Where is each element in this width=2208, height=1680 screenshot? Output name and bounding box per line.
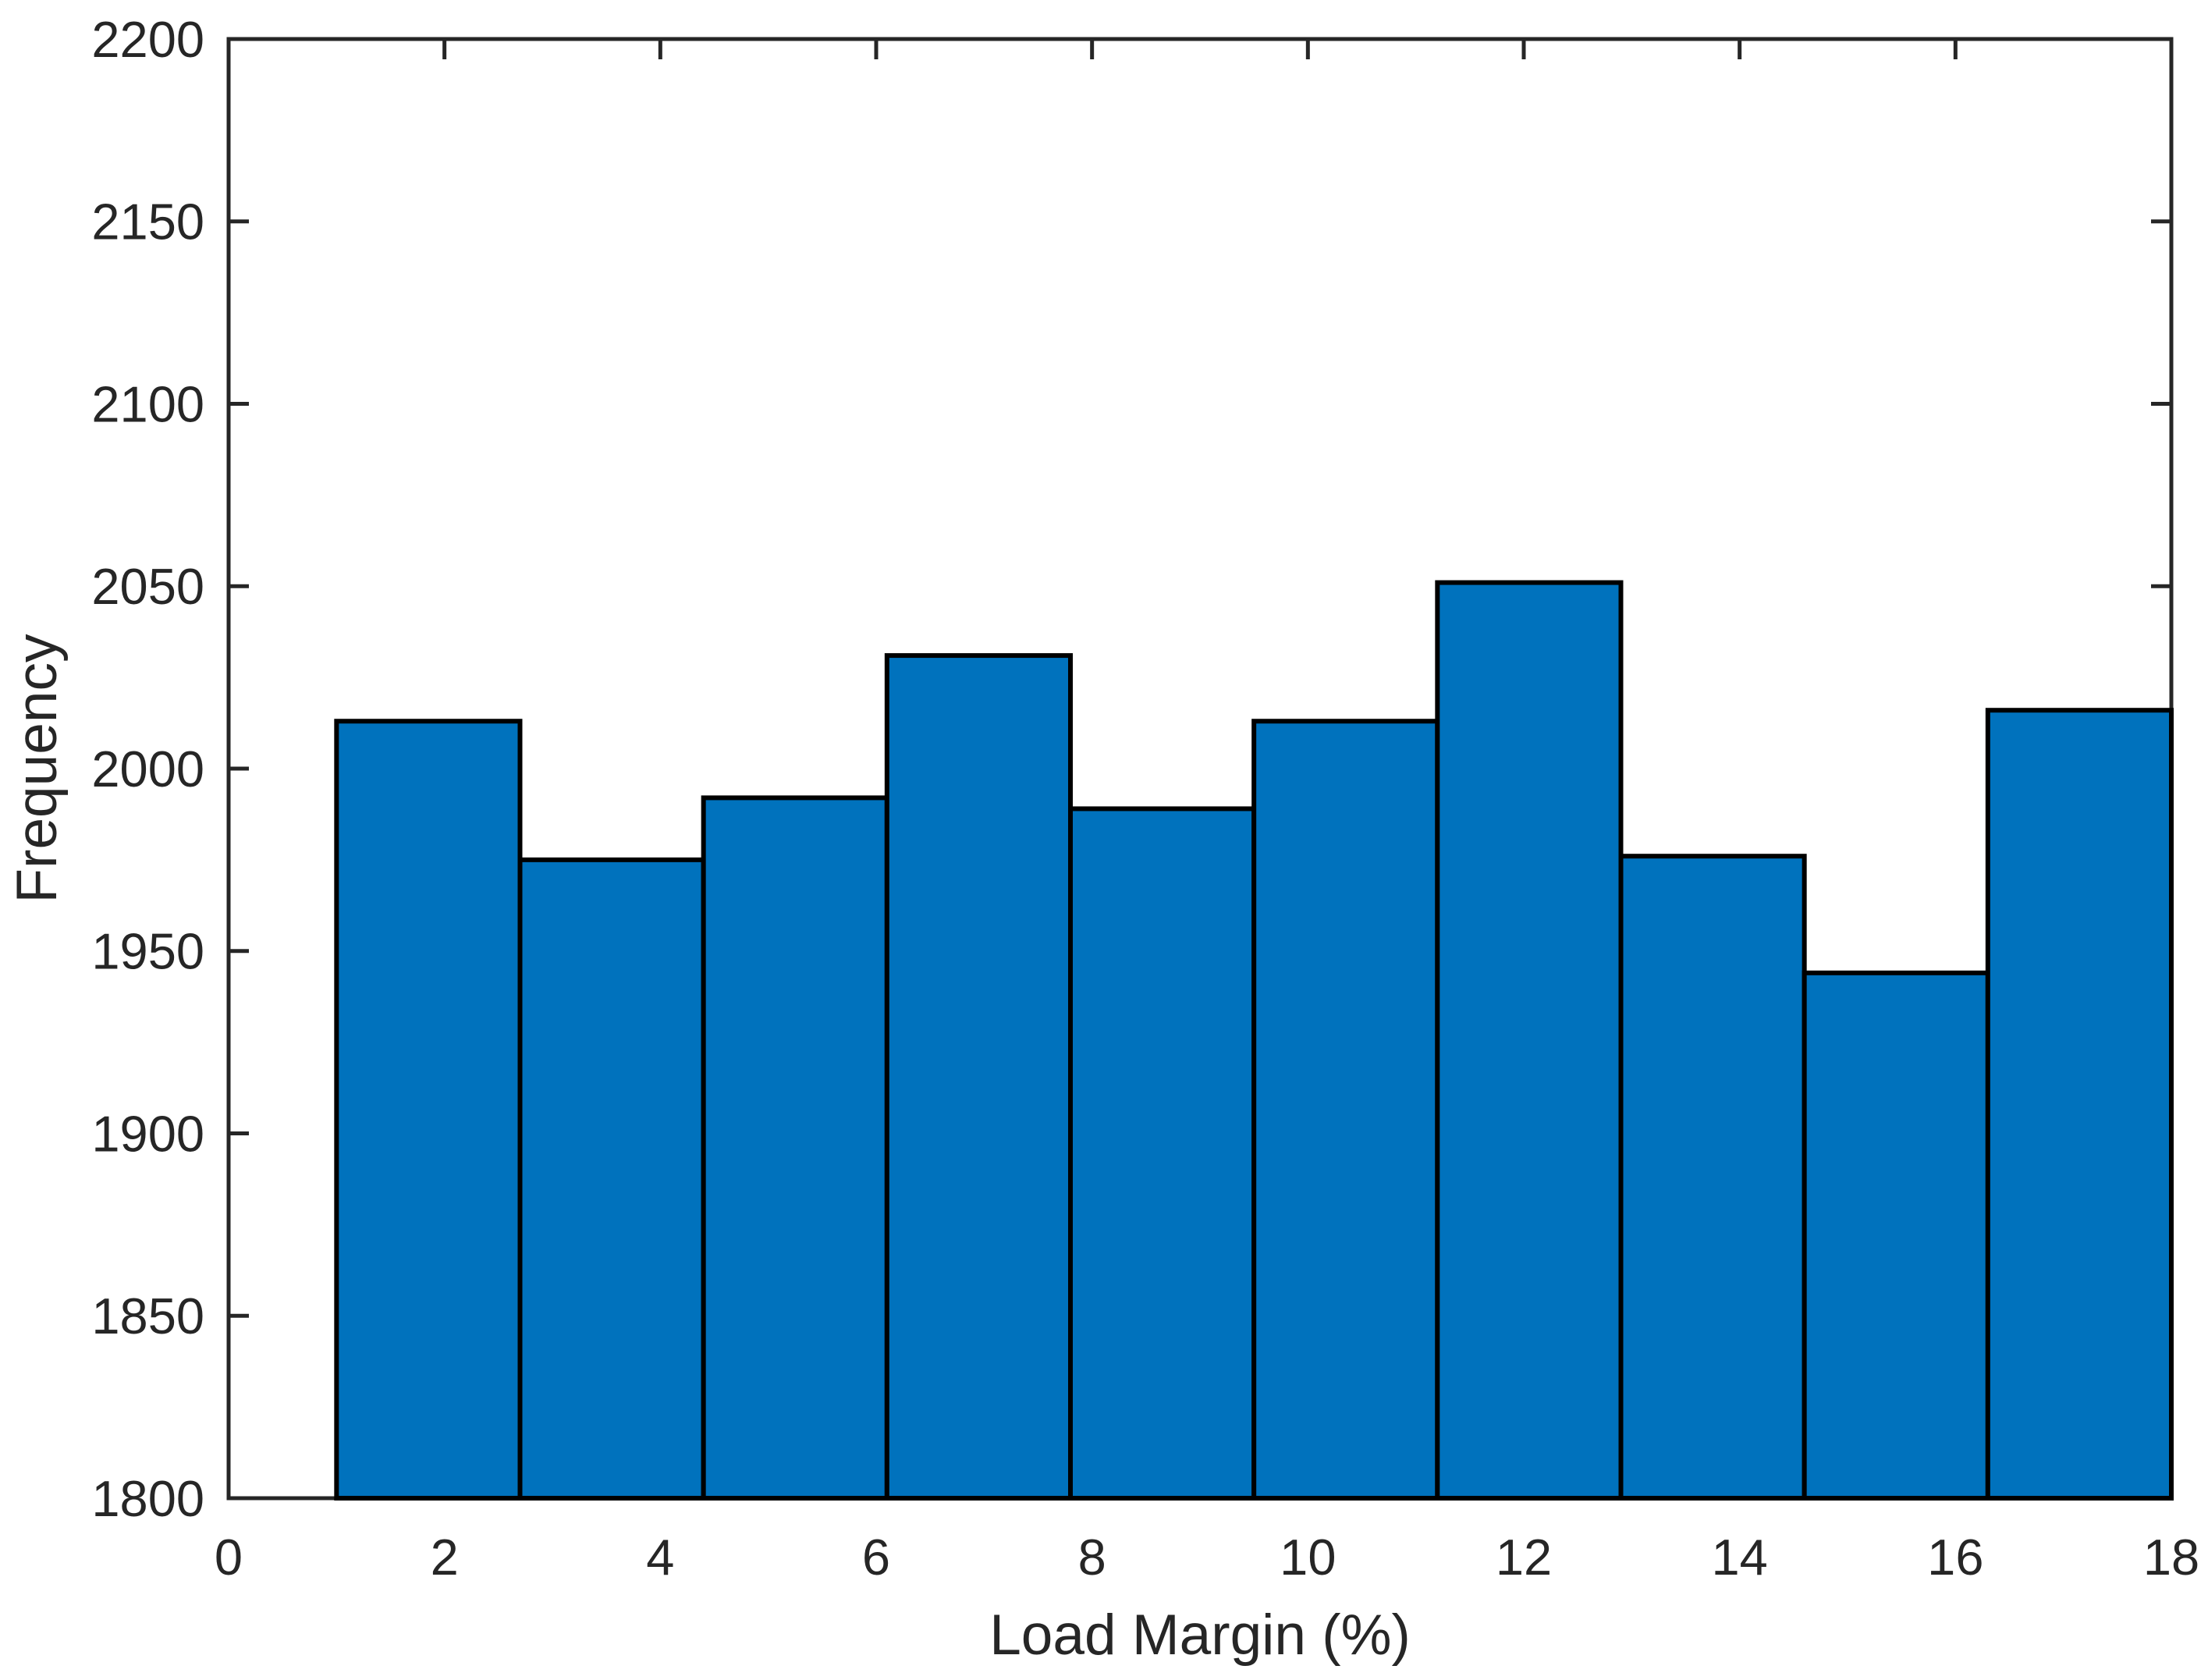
x-tick-label: 10: [1280, 1529, 1336, 1586]
y-tick-label: 2050: [91, 558, 204, 615]
histogram-bar: [1618, 854, 1807, 1501]
histogram-bar: [334, 719, 523, 1501]
histogram-bar: [1435, 580, 1624, 1501]
x-tick-label: 4: [646, 1529, 674, 1586]
y-axis-label: Frequency: [5, 634, 69, 903]
x-tick-label: 2: [431, 1529, 459, 1586]
histogram-bar: [701, 795, 889, 1501]
bars-layer: [334, 580, 2174, 1501]
x-tick-label: 12: [1496, 1529, 1552, 1586]
y-tick-label: 1950: [91, 923, 204, 980]
tick-labels-layer: 0 2 4 6 8 10 12 14 16 18 1800 1850 1900 1950 2000 2050 2…: [91, 11, 2199, 1586]
histogram-bar: [1068, 806, 1257, 1501]
x-tick-label: 18: [2143, 1529, 2199, 1586]
x-tick-label: 8: [1078, 1529, 1106, 1586]
y-tick-label: 2150: [91, 194, 204, 250]
x-tick-label: 0: [215, 1529, 243, 1586]
y-tick-label: 1800: [91, 1470, 204, 1527]
histogram-bar: [1985, 708, 2174, 1501]
histogram-bar: [517, 857, 706, 1501]
y-tick-label: 2000: [91, 741, 204, 797]
histogram-bar: [1251, 719, 1440, 1501]
x-tick-label: 14: [1712, 1529, 1768, 1586]
x-tick-label: 6: [862, 1529, 890, 1586]
x-tick-label: 16: [1927, 1529, 1983, 1586]
y-tick-label: 2200: [91, 11, 204, 68]
y-tick-label: 1900: [91, 1105, 204, 1162]
histogram-bar: [1802, 970, 1990, 1501]
histogram-bar: [884, 653, 1074, 1501]
y-tick-label: 2100: [91, 375, 204, 432]
y-tick-label: 1850: [91, 1288, 204, 1344]
x-axis-label: Load Margin (%): [989, 1604, 1411, 1667]
